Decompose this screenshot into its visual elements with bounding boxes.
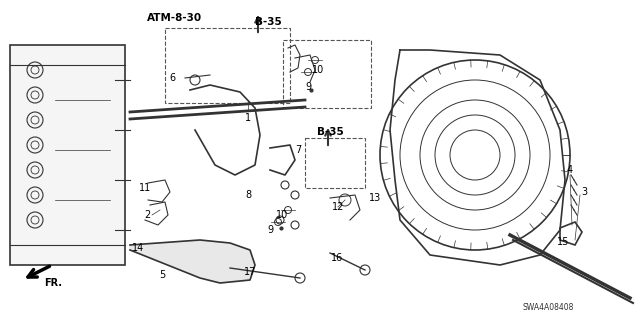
Text: 9: 9 (267, 225, 273, 235)
Text: 9: 9 (305, 82, 311, 92)
Text: B-35: B-35 (317, 127, 344, 137)
Text: 16: 16 (331, 253, 343, 263)
Text: 5: 5 (159, 270, 165, 280)
Text: B-35: B-35 (255, 17, 282, 27)
Text: 10: 10 (312, 65, 324, 75)
Text: 8: 8 (245, 190, 251, 200)
FancyBboxPatch shape (10, 45, 125, 265)
Text: 4: 4 (567, 165, 573, 175)
Bar (165, 28, 290, 103)
Text: 1: 1 (245, 113, 251, 123)
Text: 10: 10 (276, 210, 288, 220)
Text: 7: 7 (295, 145, 301, 155)
Text: 14: 14 (132, 243, 144, 253)
Text: 12: 12 (332, 202, 344, 212)
Text: 6: 6 (169, 73, 175, 83)
Text: 11: 11 (139, 183, 151, 193)
Bar (305, 138, 365, 188)
Text: 15: 15 (557, 237, 569, 247)
Bar (283, 40, 371, 108)
Text: 2: 2 (144, 210, 150, 220)
Text: 13: 13 (369, 193, 381, 203)
Text: ATM-8-30: ATM-8-30 (147, 13, 203, 23)
Text: SWA4A08408: SWA4A08408 (522, 302, 573, 311)
Text: 17: 17 (244, 267, 256, 277)
Text: FR.: FR. (44, 278, 62, 288)
Polygon shape (130, 240, 255, 283)
Text: 3: 3 (581, 187, 587, 197)
